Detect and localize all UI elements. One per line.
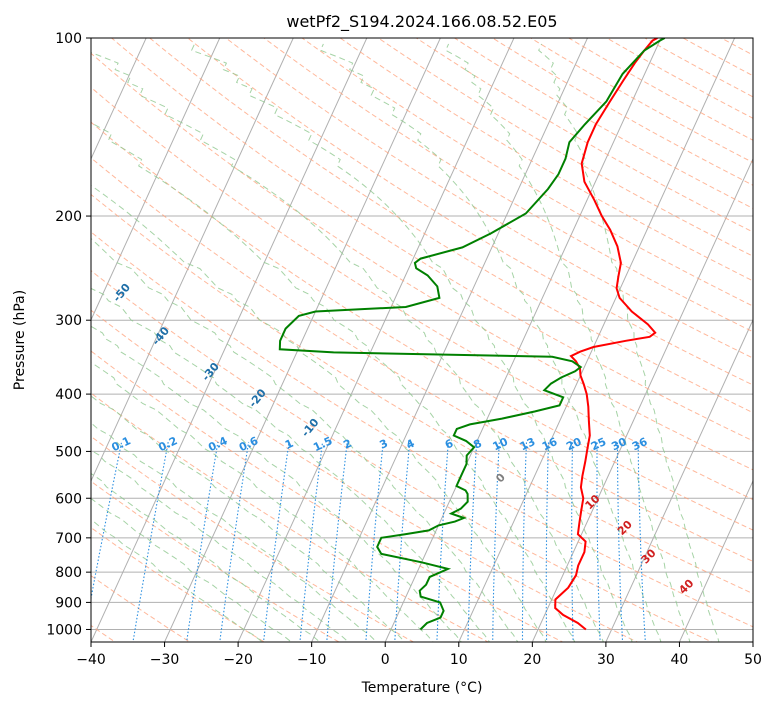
dry-adiabat-line xyxy=(110,38,753,442)
grid-layer xyxy=(91,38,753,642)
mixing-ratio-line xyxy=(394,441,411,642)
x-tick-label: 50 xyxy=(744,652,762,668)
dry-adiabat-line xyxy=(91,121,753,531)
mixing-ratio-line xyxy=(299,441,324,642)
y-tick-label: 200 xyxy=(55,209,82,225)
dry-adiabat-line xyxy=(91,269,714,642)
dry-adiabat-line xyxy=(91,193,753,595)
isotherm-line xyxy=(678,479,753,642)
dry-adiabat-line xyxy=(187,38,753,386)
x-tick-label: 20 xyxy=(523,652,541,668)
mixing-ratio-line xyxy=(91,441,123,602)
mixing-ratio-line xyxy=(596,442,601,642)
mixing-ratio-label: 10 xyxy=(491,435,511,453)
y-tick-label: 800 xyxy=(55,565,82,581)
mixing-ratio-line xyxy=(521,441,528,642)
mixing-ratio-line xyxy=(262,441,290,642)
y-axis-label: Pressure (hPa) xyxy=(12,290,28,390)
mixing-ratio-line xyxy=(365,441,384,642)
mixing-ratio-label: 36 xyxy=(630,435,650,453)
dry-adiabat-line xyxy=(415,38,753,233)
moist-adiabat-line xyxy=(190,43,633,642)
x-tick-label: −20 xyxy=(223,652,253,668)
isotherm-line xyxy=(91,38,221,322)
moist-adiabat-line xyxy=(538,43,720,642)
y-tick-label: 500 xyxy=(55,444,82,460)
x-tick-label: −40 xyxy=(76,652,106,668)
y-tick-label: 900 xyxy=(55,595,82,611)
isotherm-line xyxy=(458,38,736,642)
moist-adiabat-line xyxy=(91,395,406,642)
isotherm-line xyxy=(91,38,147,161)
axis-layer: −40 −30 −20 −10 0 10 20 30 40 50 1000 900 800 700 600 5… xyxy=(46,31,762,668)
isotherm-line xyxy=(237,38,515,642)
dry-adiabat-line xyxy=(225,38,753,359)
x-tick-label: 0 xyxy=(381,652,390,668)
moist-adiabat-line xyxy=(91,51,604,642)
chart-title: wetPf2_S194.2024.166.08.52.E05 xyxy=(286,12,557,32)
dry-adiabat-line xyxy=(91,350,564,642)
x-tick-label: 40 xyxy=(671,652,689,668)
isotherm-line xyxy=(531,157,753,642)
y-tick-label: 400 xyxy=(55,387,82,403)
y-tick-label: 300 xyxy=(55,313,82,329)
mixing-ratio-label: 25 xyxy=(589,435,608,453)
mixing-ratio-line xyxy=(492,441,500,642)
x-tick-label: −10 xyxy=(297,652,327,668)
moist-adiabat-line xyxy=(445,43,691,642)
y-tick-label: 700 xyxy=(55,531,82,547)
isotherm-line xyxy=(384,38,662,642)
y-tick-label: 600 xyxy=(55,491,82,507)
dewpoint-profile-line xyxy=(278,38,666,631)
moist-adiabat-line xyxy=(91,497,293,642)
isotherm-line xyxy=(164,38,441,642)
mixing-ratio-line xyxy=(571,441,574,642)
x-tick-label: −30 xyxy=(150,652,180,668)
isotherm-line xyxy=(91,38,294,483)
dry-adiabat-line xyxy=(453,38,753,209)
temperature-profile-line xyxy=(554,38,658,631)
dry-adiabat-line xyxy=(91,392,490,642)
mixing-ratio-line xyxy=(637,441,646,642)
mixing-ratio-label: 30 xyxy=(609,435,629,453)
moist-adiabat-line xyxy=(91,518,264,642)
moist-adiabat-line xyxy=(319,43,662,642)
mixing-ratio-line xyxy=(326,441,348,642)
plot-frame xyxy=(90,37,754,643)
mixing-ratio-label: 13 xyxy=(518,435,537,453)
moist-adiabat-line xyxy=(91,361,434,642)
dry-adiabat-line xyxy=(91,231,753,628)
dry-adiabat-line xyxy=(91,157,753,562)
moist-adiabat-line xyxy=(91,287,491,642)
dry-adiabat-line xyxy=(91,86,753,501)
mixing-ratio-line xyxy=(219,441,250,642)
dry-adiabat-line xyxy=(377,38,753,257)
x-tick-label: 10 xyxy=(450,652,468,668)
x-tick-label: 30 xyxy=(597,652,615,668)
moist-adiabat-line xyxy=(91,122,576,642)
mixing-ratio-line xyxy=(186,441,219,642)
mixing-ratio-line xyxy=(545,441,550,642)
dry-adiabat-line xyxy=(339,38,753,282)
x-axis-label: Temperature (°C) xyxy=(361,680,483,696)
mixing-ratio-label: 20 xyxy=(564,435,584,453)
y-tick-label: 100 xyxy=(55,31,82,47)
isotherm-line xyxy=(91,38,368,642)
y-tick-label: 1000 xyxy=(46,622,82,638)
mixing-ratio-line xyxy=(467,441,478,642)
dry-adiabat-line xyxy=(91,309,639,642)
moist-adiabat-line xyxy=(91,184,547,642)
series-layer xyxy=(278,38,666,631)
moist-adiabat-line xyxy=(91,237,519,642)
mixing-ratio-line xyxy=(616,442,624,642)
mixing-ratio-line xyxy=(132,441,169,642)
dry-adiabat-line xyxy=(91,52,753,471)
mixing-ratio-label: 16 xyxy=(540,435,560,453)
isotherm-line xyxy=(605,318,753,642)
